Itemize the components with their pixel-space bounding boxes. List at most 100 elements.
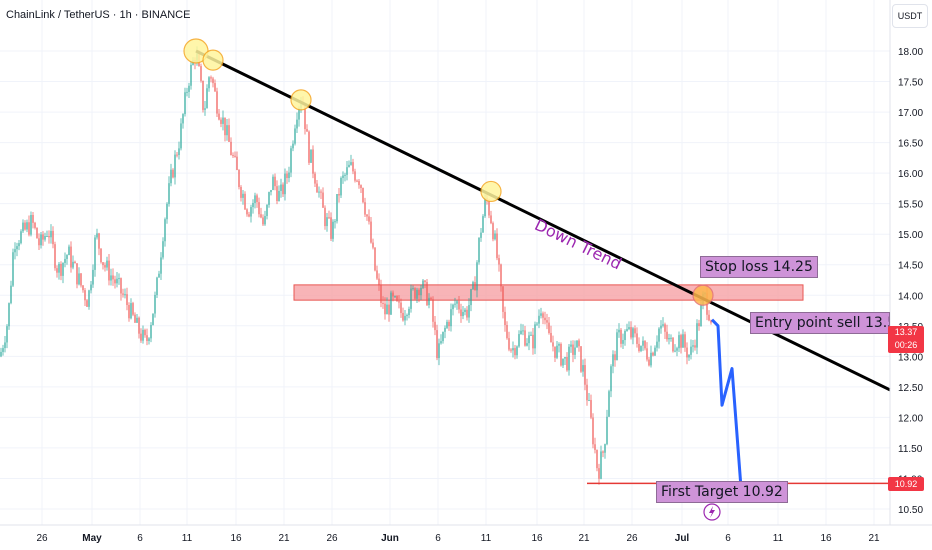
candle-body — [544, 317, 546, 321]
target-price-tag: 10.92 — [888, 477, 924, 491]
candle-body — [252, 202, 254, 208]
candle-body — [200, 66, 202, 81]
candle-body — [156, 277, 158, 295]
x-tick-label: 21 — [578, 533, 590, 544]
candle-body — [392, 292, 394, 297]
candle-body — [74, 261, 76, 264]
candle-body — [314, 173, 316, 184]
candle-body — [460, 309, 462, 317]
y-tick-label: 16.50 — [898, 139, 923, 150]
candle-body — [380, 284, 382, 303]
candle-body — [584, 365, 586, 385]
candle-body — [642, 340, 644, 346]
candle-body — [188, 85, 190, 92]
candle-body — [52, 230, 54, 245]
candle-body — [110, 275, 112, 281]
candle-body — [176, 154, 178, 156]
candle-body — [668, 337, 670, 340]
currency-button[interactable]: USDT — [892, 4, 928, 28]
x-tick-label: 26 — [326, 533, 338, 544]
candle-body — [138, 317, 140, 334]
candle-body — [0, 351, 2, 357]
candle-body — [598, 468, 600, 479]
candlestick-series — [0, 46, 712, 485]
candle-body — [634, 328, 636, 334]
candle-body — [98, 233, 100, 249]
candle-body — [304, 105, 306, 130]
candle-body — [80, 273, 82, 286]
candle-body — [134, 314, 136, 323]
candle-body — [494, 233, 496, 240]
candle-body — [396, 296, 398, 302]
price-axis: 18.00 17.50 17.00 16.50 16.00 15.50 15.00 14.50… — [889, 0, 923, 525]
candle-body — [150, 325, 152, 339]
candle-body — [60, 263, 62, 276]
candle-body — [332, 221, 334, 239]
time-axis: 26 May 6 11 16 21 26 Jun 6 11 16 21 26 Jul 6 11 16 21 — [0, 524, 932, 544]
candle-body — [122, 293, 124, 295]
candle-body — [662, 324, 664, 326]
candle-body — [124, 294, 126, 296]
candle-body — [128, 305, 130, 319]
candle-body — [56, 268, 58, 273]
candle-body — [450, 309, 452, 327]
candle-body — [578, 340, 580, 347]
candle-body — [660, 325, 662, 329]
x-tick-label: May — [82, 533, 102, 544]
bolt-icon[interactable] — [703, 503, 721, 521]
candle-body — [258, 202, 260, 215]
candle-body — [560, 343, 562, 366]
candle-body — [350, 162, 352, 165]
candle-body — [440, 341, 442, 344]
candle-body — [496, 233, 498, 259]
candle-body — [580, 346, 582, 372]
candle-body — [290, 148, 292, 173]
touch-marker — [480, 180, 502, 203]
candle-body — [18, 243, 20, 247]
candle-body — [286, 173, 288, 179]
candle-body — [322, 192, 324, 208]
candle-body — [592, 417, 594, 445]
candle-body — [130, 303, 132, 319]
candle-body — [622, 340, 624, 344]
candle-body — [448, 321, 450, 327]
candle-body — [456, 301, 458, 304]
candle-body — [608, 391, 610, 417]
candle-body — [666, 331, 668, 340]
candle-body — [218, 113, 220, 120]
candle-body — [398, 301, 400, 303]
candle-body — [664, 324, 666, 332]
resistance-zone — [293, 284, 804, 301]
candle-body — [210, 77, 212, 79]
candle-body — [340, 177, 342, 196]
candle-body — [566, 357, 568, 371]
candle-body — [410, 288, 412, 309]
candle-body — [54, 244, 56, 269]
candle-body — [442, 331, 444, 342]
candle-body — [466, 309, 468, 318]
candle-body — [384, 303, 386, 315]
candle-body — [556, 345, 558, 358]
candle-body — [378, 278, 380, 285]
candle-body — [434, 321, 436, 331]
candle-body — [498, 258, 500, 265]
candle-body — [676, 348, 678, 351]
candle-body — [46, 236, 48, 238]
candle-body — [372, 242, 374, 248]
candle-body — [100, 248, 102, 263]
candle-body — [630, 327, 632, 338]
x-tick-label: Jun — [381, 533, 399, 544]
candle-body — [324, 207, 326, 227]
y-tick-label: 18.00 — [898, 47, 923, 58]
candle-body — [402, 312, 404, 321]
candle-body — [226, 125, 228, 136]
candle-body — [118, 278, 120, 280]
candle-body — [296, 119, 298, 129]
x-tick-label: 11 — [773, 533, 784, 544]
touch-marker — [290, 89, 312, 111]
y-tick-label: 14.50 — [898, 261, 923, 272]
candle-body — [90, 284, 92, 291]
candle-body — [582, 365, 584, 372]
candle-body — [674, 350, 676, 352]
